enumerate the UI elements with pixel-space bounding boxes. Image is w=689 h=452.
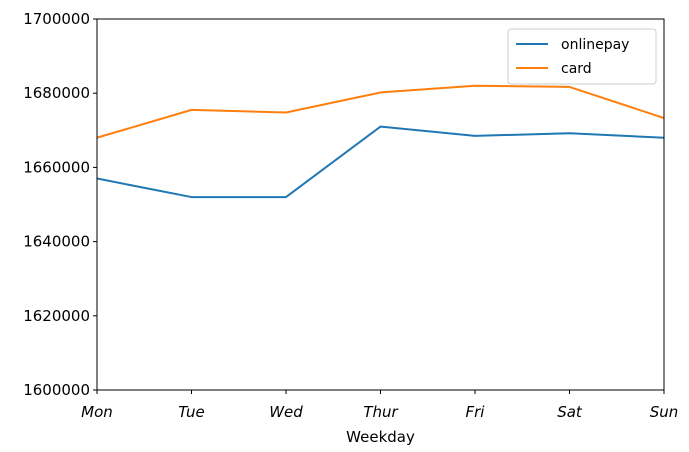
plot-frame xyxy=(96,18,665,391)
y-tick-label: 1660000 xyxy=(23,158,90,176)
x-axis-label: Weekday xyxy=(346,428,415,446)
x-tick-label: Wed xyxy=(269,403,303,421)
y-tick-label: 1700000 xyxy=(23,10,90,28)
x-tick-label: Sat xyxy=(557,403,583,421)
legend-label-card: card xyxy=(561,61,592,77)
legend-label-onlinepay: onlinepay xyxy=(561,37,629,53)
x-tick-label: Tue xyxy=(178,403,204,421)
y-tick-label: 1600000 xyxy=(23,381,90,399)
y-tick-label: 1620000 xyxy=(23,307,90,325)
legend: onlinepay card xyxy=(507,28,657,85)
y-tick-label: 1680000 xyxy=(23,84,90,102)
y-axis-ticks: 1600000 1620000 1640000 1660000 1680000 17000… xyxy=(23,10,97,399)
x-axis-ticks: Mon Tue Wed Thur Fri Sat Sun xyxy=(81,390,678,421)
x-tick-label: Fri xyxy=(466,403,486,421)
x-tick-label: Thur xyxy=(363,403,398,421)
y-tick-label: 1640000 xyxy=(23,233,90,251)
x-tick-label: Sun xyxy=(650,403,679,421)
legend-box xyxy=(507,28,657,85)
series-line-onlinepay xyxy=(97,125,664,199)
series-lines xyxy=(97,84,664,199)
series-line-card xyxy=(97,84,664,139)
x-tick-label: Mon xyxy=(81,403,113,421)
